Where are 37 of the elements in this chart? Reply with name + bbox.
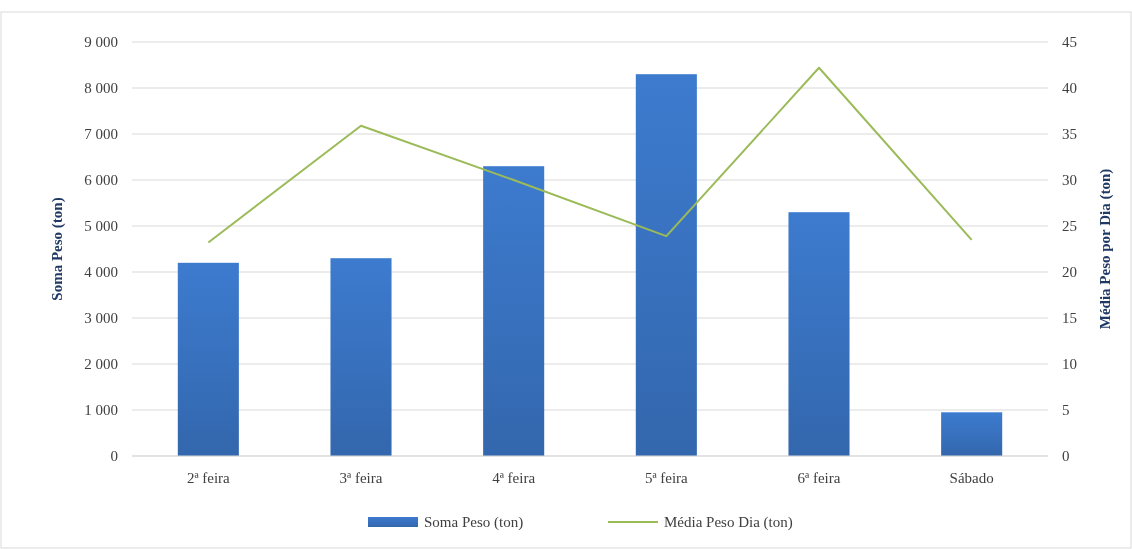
line-series [207,66,973,244]
bar [788,212,850,456]
y2-tick-label: 30 [1062,172,1077,189]
bar [177,262,239,456]
y-tick-label: 8 000 [84,80,118,97]
bar [635,74,697,456]
x-tick-label: 4ª feira [492,470,536,486]
y-tick-label: 5 000 [84,218,118,235]
legend-label: Média Peso Dia (ton) [664,514,793,532]
y2-tick-label: 40 [1062,80,1077,97]
y2-tick-label: 15 [1062,310,1077,327]
bar [330,258,392,456]
y-tick-label: 3 000 [84,310,118,327]
y2-tick-label: 5 [1062,402,1070,419]
y-tick-label: 0 [110,448,118,465]
y-tick-label: 6 000 [84,172,118,189]
y-tick-label: 7 000 [84,126,118,143]
y-tick-label: 4 000 [84,264,118,281]
y2-tick-label: 25 [1062,218,1077,235]
y2-tick-label: 45 [1062,34,1077,51]
x-tick-label: 5ª feira [644,470,689,486]
y-tick-label: 2 000 [84,356,118,373]
x-tick-label: Sábado [949,470,994,486]
y2-tick-label: 20 [1062,264,1077,281]
y2-tick-label: 0 [1062,448,1070,465]
y2-tick-label: 35 [1062,126,1077,143]
bar [941,412,1003,456]
x-tick-label: 2ª feira [186,470,231,486]
x-tick-label: 3ª feira [339,470,383,486]
y-tick-label: 1 000 [84,402,118,419]
y2-tick-label: 10 [1062,356,1077,373]
bar [483,166,545,456]
y-tick-label: 9 000 [84,34,118,51]
y-axis-title: Soma Peso (ton) [49,197,66,301]
legend-label: Soma Peso (ton) [424,514,524,532]
y2-axis-title: Média Peso por Dia (ton) [1097,168,1114,330]
x-tick-label: 6ª feira [797,470,841,486]
